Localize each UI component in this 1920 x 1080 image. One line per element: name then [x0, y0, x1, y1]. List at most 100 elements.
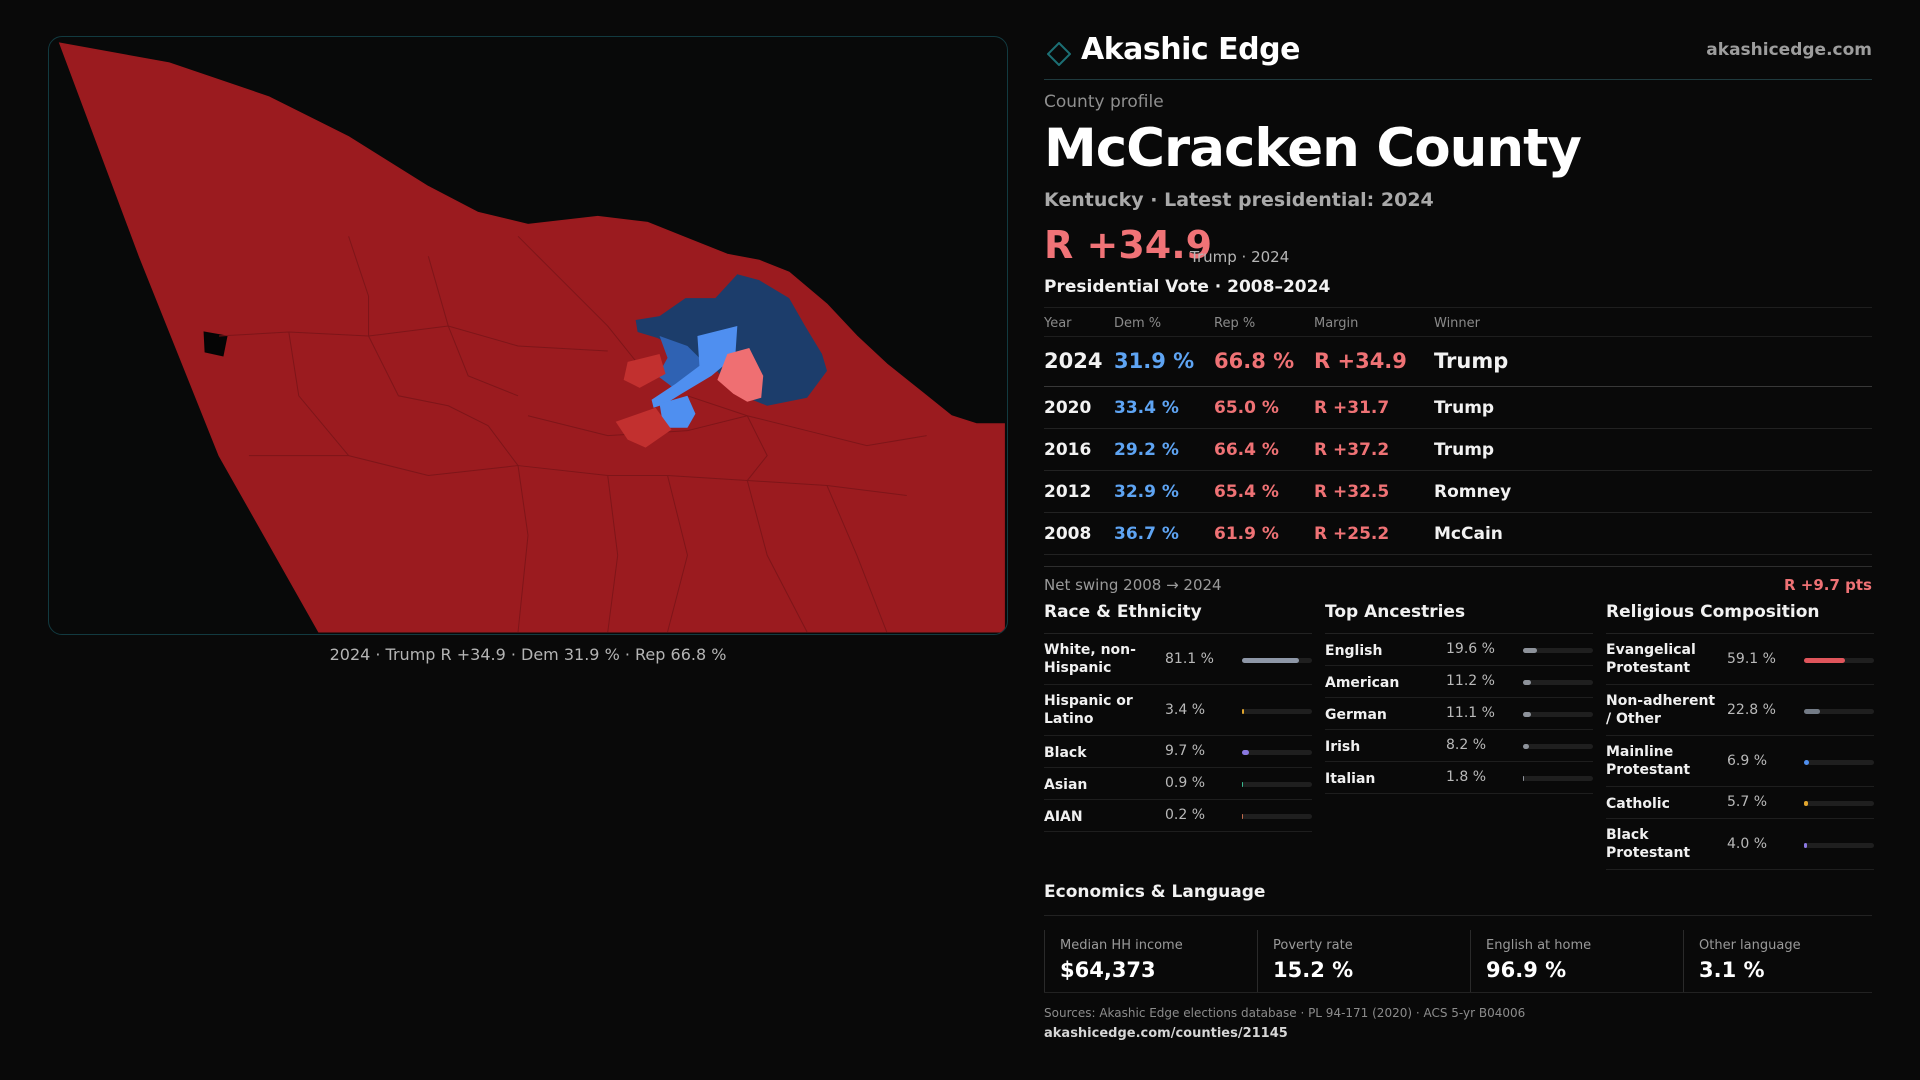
econ-stat-income: Median HH income $64,373	[1044, 930, 1257, 992]
demo-label: Mainline Protestant	[1606, 744, 1691, 778]
demo-label: Irish	[1325, 739, 1361, 755]
demo-bar-track	[1804, 759, 1874, 765]
urban-precincts	[615, 274, 827, 448]
list-item: American 11.2 %	[1325, 666, 1593, 698]
demo-bar-track	[1523, 712, 1593, 717]
cell-dem: 36.7 %	[1114, 524, 1179, 544]
cell-year: 2016	[1044, 440, 1092, 460]
vote-table: Year Dem % Rep % Margin Winner 2024 31.9…	[1044, 307, 1872, 555]
religion-title: Religious Composition	[1606, 602, 1874, 634]
demo-label: Asian	[1044, 777, 1088, 793]
list-item: Black 9.7 %	[1044, 736, 1312, 768]
headline-margin-note: Trump · 2024	[1190, 248, 1290, 266]
demo-bar-track	[1804, 801, 1874, 806]
cell-margin: R +32.5	[1314, 482, 1390, 502]
demo-bar-fill	[1804, 657, 1846, 663]
brand-name[interactable]: Akashic Edge	[1081, 32, 1300, 67]
econ-value: $64,373	[1060, 958, 1156, 982]
demo-value: 8.2 %	[1446, 737, 1487, 753]
header-year: Year	[1044, 316, 1072, 331]
brand-url[interactable]: akashicedge.com	[1706, 40, 1872, 60]
demo-value: 3.4 %	[1165, 701, 1206, 718]
demo-bar-track	[1242, 782, 1312, 787]
cell-margin: R +25.2	[1314, 524, 1390, 544]
header-margin: Margin	[1314, 316, 1359, 331]
demo-bar-track	[1242, 657, 1312, 663]
econ-stat-english: English at home 96.9 %	[1470, 930, 1683, 992]
ancestries-rows: English 19.6 % American 11.2 % German 11.1 % I…	[1325, 634, 1593, 794]
demo-value: 81.1 %	[1165, 650, 1214, 667]
cell-margin: R +34.9	[1314, 349, 1407, 373]
cell-dem: 29.2 %	[1114, 440, 1179, 460]
list-item: Italian 1.8 %	[1325, 762, 1593, 794]
ancestries-title: Top Ancestries	[1325, 602, 1593, 634]
no-data-precinct	[203, 331, 228, 357]
demo-bar-fill	[1523, 744, 1529, 749]
cell-year: 2024	[1044, 349, 1103, 373]
demo-bar-track	[1804, 842, 1874, 848]
demo-bar-fill	[1242, 782, 1244, 787]
demo-label: Evangelical Protestant	[1606, 642, 1696, 676]
page-url-link[interactable]: akashicedge.com/counties/21145	[1044, 1026, 1288, 1041]
demo-bar-track	[1523, 776, 1593, 781]
demo-bar-fill	[1523, 776, 1525, 781]
table-row: 2016 29.2 % 66.4 % R +37.2 Trump	[1044, 429, 1872, 471]
demo-value: 1.8 %	[1446, 769, 1487, 785]
demo-bar-fill	[1242, 814, 1244, 819]
table-row: 2024 31.9 % 66.8 % R +34.9 Trump	[1044, 337, 1872, 387]
list-item: White, non-Hispanic 81.1 %	[1044, 634, 1312, 685]
cell-dem: 32.9 %	[1114, 482, 1179, 502]
precinct-light-d-2	[659, 395, 696, 428]
econ-divider	[1044, 992, 1872, 993]
demo-bar-track	[1804, 708, 1874, 714]
precinct-boundaries	[219, 235, 927, 633]
section-kicker: County profile	[1044, 92, 1164, 112]
demo-bar-fill	[1242, 708, 1245, 714]
cell-winner: Romney	[1434, 482, 1512, 502]
econ-stat-other-language: Other language 3.1 %	[1683, 930, 1896, 992]
county-map[interactable]	[48, 36, 1008, 635]
econ-value: 96.9 %	[1486, 958, 1567, 982]
demo-value: 11.2 %	[1446, 673, 1495, 689]
list-item: Evangelical Protestant 59.1 %	[1606, 634, 1874, 685]
precinct-map-svg[interactable]	[49, 37, 1007, 634]
demo-bar-fill	[1804, 842, 1807, 848]
net-swing: Net swing 2008 → 2024 R +9.7 pts	[1044, 566, 1872, 596]
cell-rep: 61.9 %	[1214, 524, 1279, 544]
cell-year: 2020	[1044, 398, 1092, 418]
demo-bar-fill	[1242, 657, 1299, 663]
demo-bar-fill	[1804, 759, 1809, 765]
econ-label: Other language	[1699, 938, 1801, 953]
list-item: Hispanic or Latino 3.4 %	[1044, 685, 1312, 736]
demo-bar-track	[1242, 708, 1312, 714]
cell-margin: R +37.2	[1314, 440, 1390, 460]
demo-bar-track	[1523, 680, 1593, 685]
demo-label: Non-adherent / Other	[1606, 693, 1716, 727]
table-row: 2012 32.9 % 65.4 % R +32.5 Romney	[1044, 471, 1872, 513]
race-ethnicity-rows: White, non-Hispanic 81.1 % Hispanic or Lat…	[1044, 634, 1312, 832]
demo-label: American	[1325, 675, 1400, 691]
header-winner: Winner	[1434, 316, 1481, 331]
cell-dem: 33.4 %	[1114, 398, 1179, 418]
demo-value: 22.8 %	[1727, 701, 1776, 718]
precinct-lean-r-2	[615, 407, 672, 448]
list-item: English 19.6 %	[1325, 634, 1593, 666]
list-item: Mainline Protestant 6.9 %	[1606, 736, 1874, 787]
sources-note: Sources: Akashic Edge elections database…	[1044, 1006, 1526, 1020]
ancestries-section: Top Ancestries English 19.6 % American 11.2…	[1325, 602, 1593, 794]
demo-bar-fill	[1242, 750, 1249, 755]
demo-label: Italian	[1325, 771, 1376, 787]
cell-winner: Trump	[1434, 440, 1495, 460]
econ-label: Median HH income	[1060, 938, 1183, 953]
econ-label: English at home	[1486, 938, 1592, 953]
cell-dem: 31.9 %	[1114, 349, 1195, 373]
brand-header: Akashic Edge akashicedge.com	[1044, 30, 1872, 80]
list-item: Asian 0.9 %	[1044, 768, 1312, 800]
list-item: AIAN 0.2 %	[1044, 800, 1312, 832]
econ-label: Poverty rate	[1273, 938, 1353, 953]
net-swing-label: Net swing 2008 → 2024	[1044, 576, 1222, 594]
demo-bar-track	[1242, 750, 1312, 755]
header-rep: Rep %	[1214, 316, 1256, 331]
religion-section: Religious Composition Evangelical Protes…	[1606, 602, 1874, 870]
table-row: 2008 36.7 % 61.9 % R +25.2 McCain	[1044, 513, 1872, 555]
